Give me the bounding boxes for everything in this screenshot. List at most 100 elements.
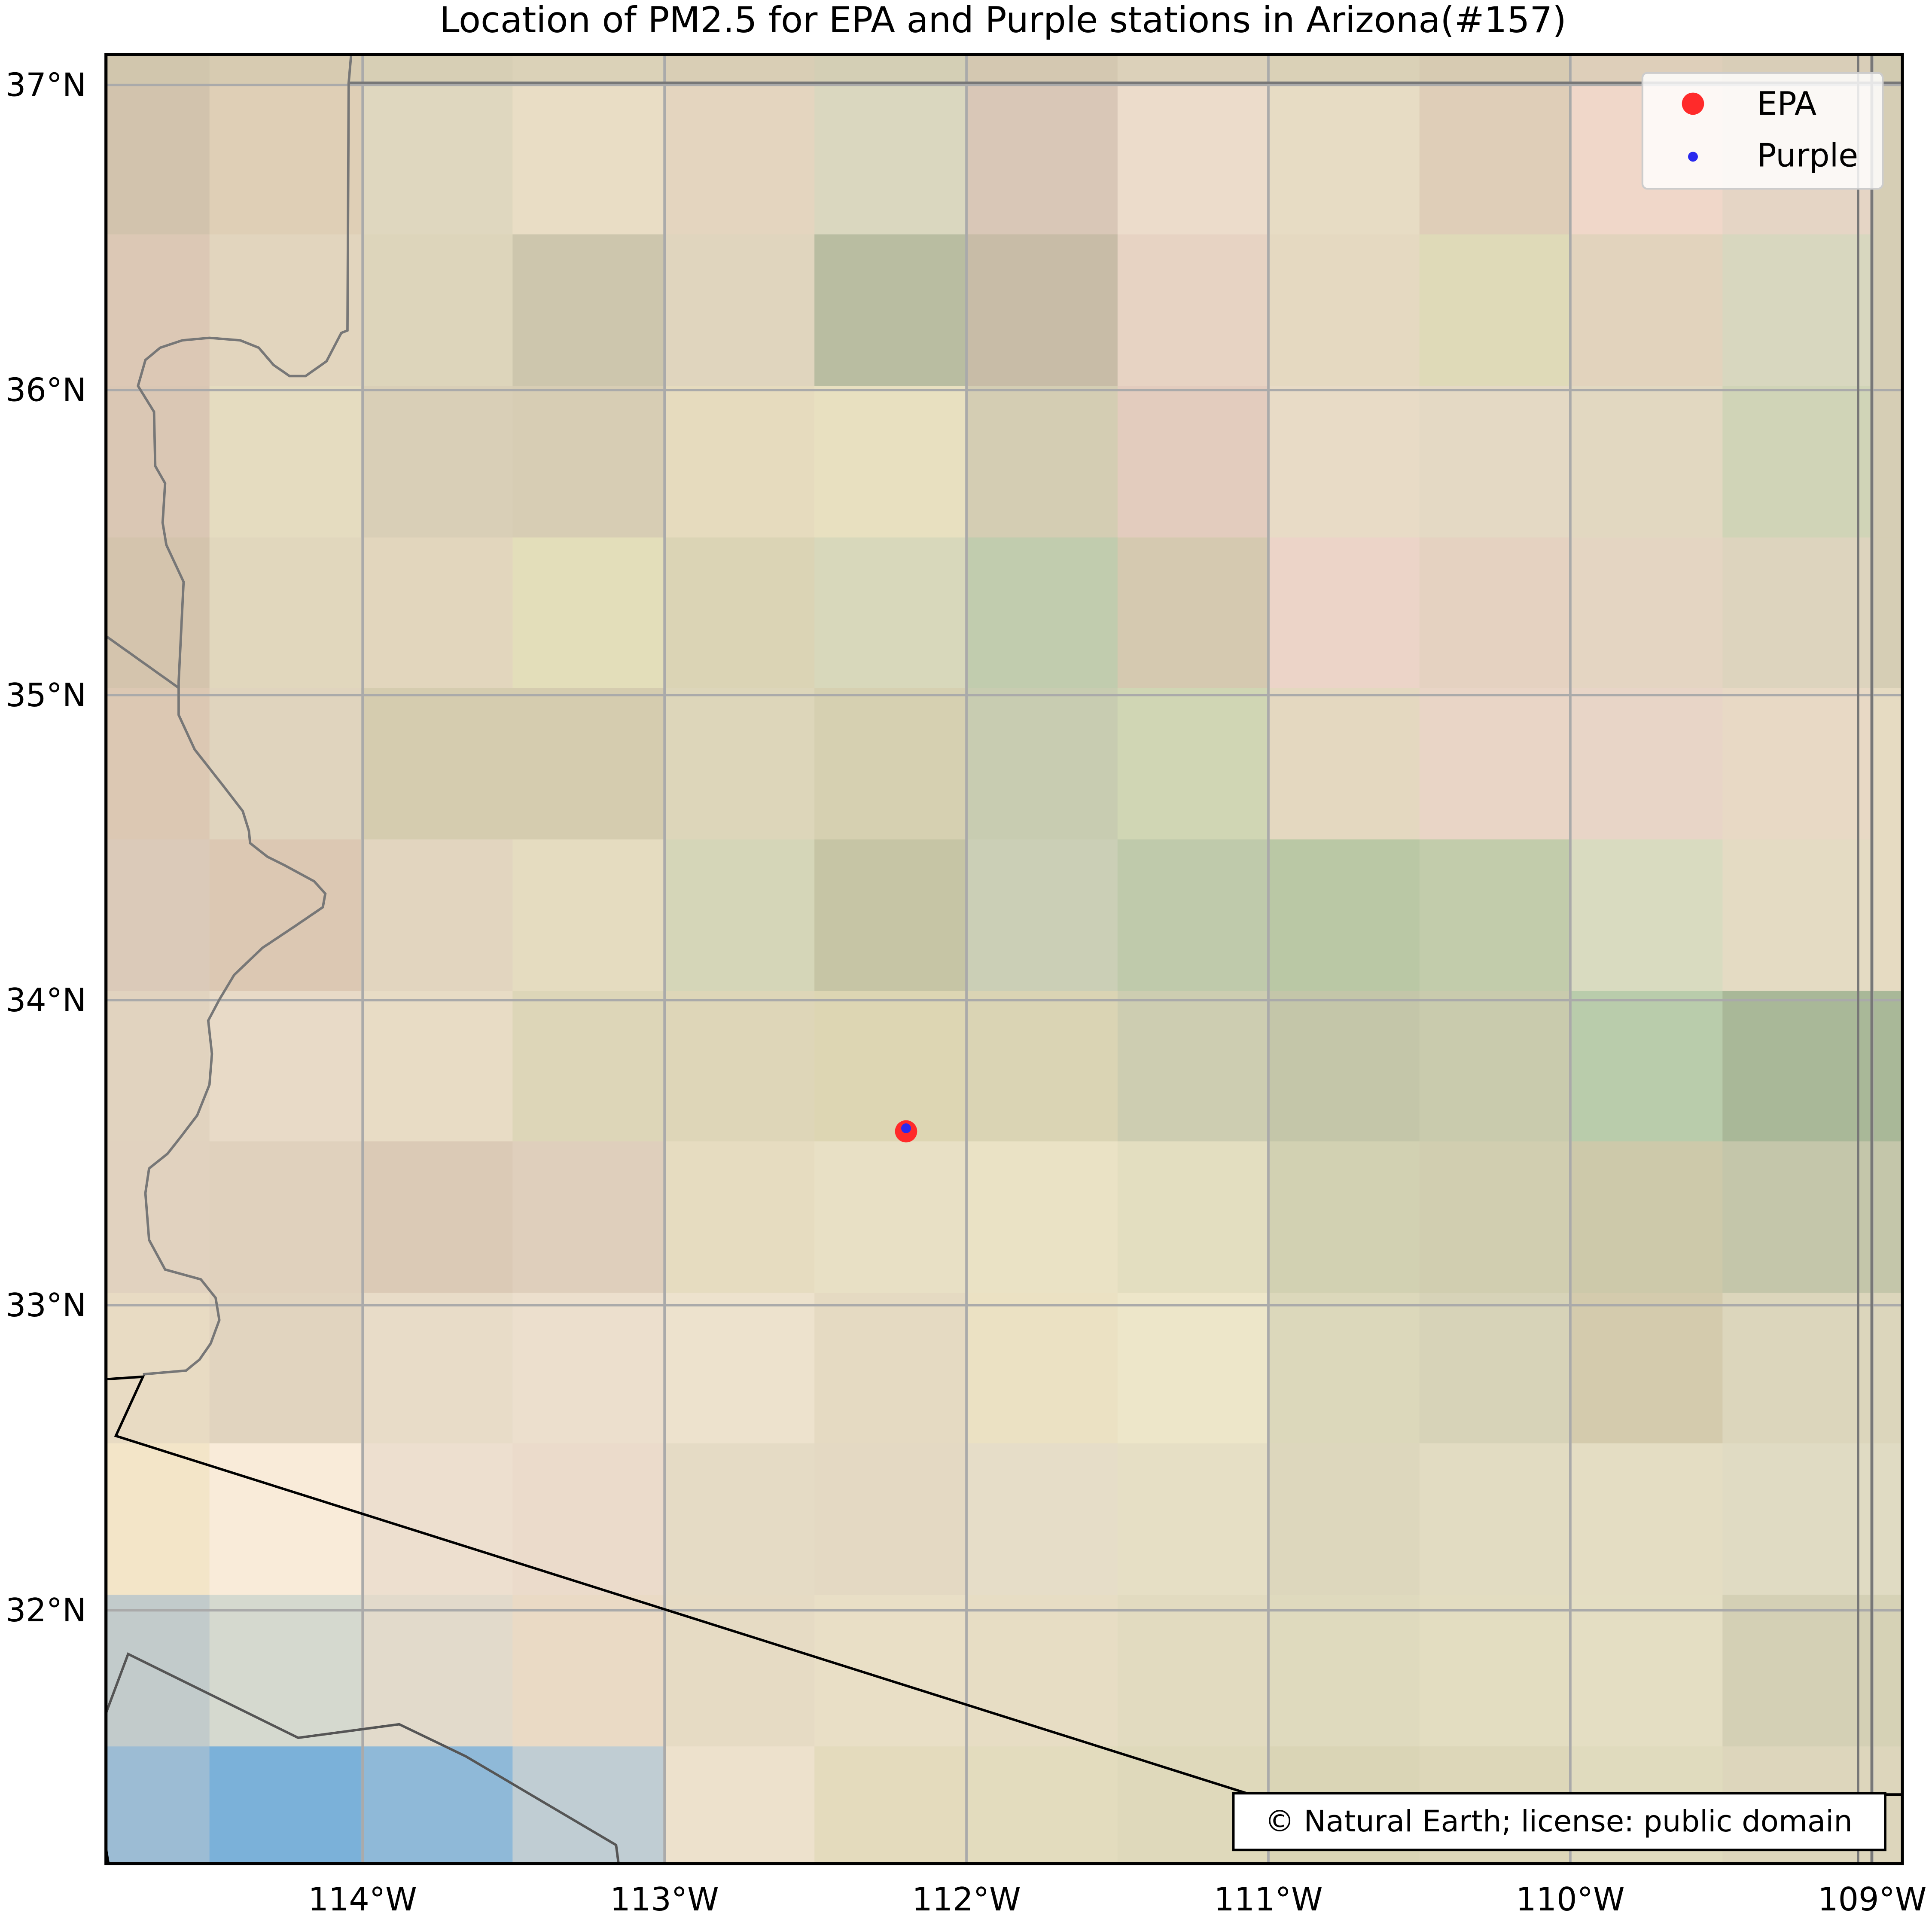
raster-tile: [1419, 991, 1572, 1142]
raster-tile: [106, 688, 210, 840]
raster-tile: [1269, 688, 1420, 840]
raster-tile: [966, 1141, 1118, 1294]
raster-tile: [1419, 1443, 1572, 1596]
raster-tile: [1722, 1595, 1874, 1747]
raster-tile: [1117, 1443, 1270, 1596]
raster-tile: [664, 537, 815, 689]
raster-tile: [966, 1293, 1118, 1444]
raster-tile: [361, 839, 513, 992]
raster-tile: [1873, 688, 1903, 840]
raster-tile: [664, 1746, 815, 1864]
legend-epa-label: EPA: [1757, 85, 1816, 122]
raster-tile: [512, 1293, 665, 1444]
raster-tile: [966, 1595, 1118, 1747]
raster-tile: [814, 1293, 967, 1444]
y-tick-label: 36°N: [6, 372, 86, 409]
y-tick-label: 34°N: [6, 982, 86, 1019]
baja-coast-border: [106, 1652, 620, 1864]
raster-tile: [512, 991, 665, 1142]
raster-tile: [1873, 1141, 1903, 1294]
raster-tile: [1873, 1293, 1903, 1444]
raster-tile: [1117, 537, 1270, 689]
raster-tile: [1722, 386, 1874, 538]
raster-tile: [664, 234, 815, 387]
raster-tile: [209, 839, 362, 992]
raster-tile: [1722, 1141, 1874, 1294]
raster-tile: [1571, 234, 1723, 387]
raster-tile: [361, 1293, 513, 1444]
raster-tile: [966, 991, 1118, 1142]
raster-tile: [664, 839, 815, 992]
raster-tile: [1117, 991, 1270, 1142]
chart-title: Location of PM2.5 for EPA and Purple sta…: [439, 0, 1566, 41]
raster-tile: [814, 1595, 967, 1747]
raster-tile: [1117, 688, 1270, 840]
raster-tile: [664, 1293, 815, 1444]
raster-tile: [106, 991, 210, 1142]
raster-tile: [361, 1746, 513, 1864]
raster-tile: [1722, 234, 1874, 387]
raster-tile: [1722, 1443, 1874, 1596]
raster-tile: [1571, 1293, 1723, 1444]
raster-tile: [966, 688, 1118, 840]
raster-tile: [361, 991, 513, 1142]
raster-tile: [1117, 386, 1270, 538]
raster-tile: [1269, 386, 1420, 538]
raster-tile: [361, 537, 513, 689]
raster-tile: [1269, 537, 1420, 689]
raster-tile: [966, 234, 1118, 387]
raster-tile: [512, 1443, 665, 1596]
raster-tile: [1722, 839, 1874, 992]
raster-tile: [1269, 1595, 1420, 1747]
raster-tile: [1117, 1293, 1270, 1444]
raster-tile: [209, 1595, 362, 1747]
raster-tile: [814, 1141, 967, 1294]
raster-tile: [512, 839, 665, 992]
x-tick-label: 112°W: [912, 1881, 1021, 1913]
map-frame: [104, 53, 1904, 1865]
raster-tile: [106, 1746, 210, 1864]
raster-tile: [664, 1141, 815, 1294]
legend-purple-marker: [1688, 152, 1698, 162]
raster-tile: [361, 234, 513, 387]
raster-tile: [1117, 1141, 1270, 1294]
raster-tile: [512, 386, 665, 538]
raster-tile: [1419, 234, 1572, 387]
raster-tile: [106, 537, 210, 689]
y-tick-label: 33°N: [6, 1287, 86, 1324]
raster-tile: [209, 991, 362, 1142]
raster-tile: [1117, 234, 1270, 387]
raster-tile: [1571, 1595, 1723, 1747]
raster-tile: [664, 991, 815, 1142]
raster-tile: [209, 1141, 362, 1294]
raster-tile: [1571, 991, 1723, 1142]
y-tick-label: 32°N: [6, 1592, 86, 1629]
new-mexico-state-border: [1857, 54, 1873, 1864]
raster-tile: [1571, 688, 1723, 840]
raster-tile: [361, 1141, 513, 1294]
raster-tile: [1117, 839, 1270, 992]
raster-tile: [106, 54, 1903, 85]
raster-tile: [1571, 1141, 1723, 1294]
raster-tile: [1873, 234, 1903, 387]
terrain-raster: [106, 54, 1903, 1864]
raster-tile: [1419, 1141, 1572, 1294]
purple-station-marker: [901, 1123, 911, 1133]
raster-tile: [1269, 991, 1420, 1142]
raster-tile: [1722, 1293, 1874, 1444]
x-tick-labels: 114°W 113°W 112°W 111°W 110°W 109°W: [308, 1881, 1926, 1913]
attribution: © Natural Earth; license: public domain: [1232, 1792, 1886, 1852]
raster-tile: [664, 386, 815, 538]
raster-tile: [209, 1293, 362, 1444]
raster-tile: [966, 1443, 1118, 1596]
raster-tile: [209, 234, 362, 387]
raster-tile: [966, 1746, 1118, 1864]
raster-tile: [1269, 234, 1420, 387]
raster-tile: [814, 688, 967, 840]
legend-purple-label: Purple: [1757, 137, 1859, 174]
attribution-box: [1232, 1792, 1886, 1852]
raster-tile: [664, 1443, 815, 1596]
raster-tile: [1419, 1293, 1572, 1444]
x-tick-label: 111°W: [1214, 1881, 1323, 1913]
raster-tile: [1873, 991, 1903, 1142]
